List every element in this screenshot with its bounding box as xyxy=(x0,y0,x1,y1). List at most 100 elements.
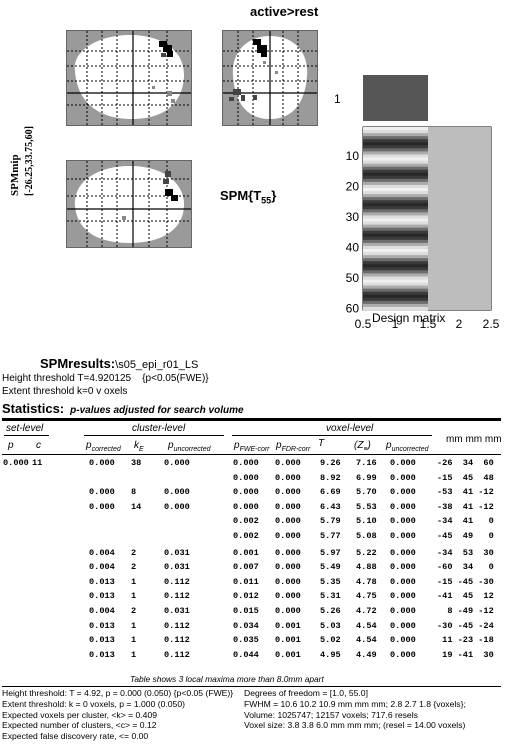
table-cell[interactable]: 5.35 xyxy=(320,576,341,587)
table-cell[interactable]: 4.78 xyxy=(356,576,377,587)
table-cell[interactable]: 0.000 xyxy=(275,487,301,498)
table-cell[interactable]: 4.88 xyxy=(356,562,377,573)
table-cell: 0.112 xyxy=(164,649,190,660)
table-cell[interactable]: 5.97 xyxy=(320,547,341,558)
table-cell[interactable]: 0.000 xyxy=(390,531,416,541)
table-cell[interactable]: 5.77 xyxy=(320,531,341,541)
table-cell[interactable]: 0.000 xyxy=(275,472,301,483)
table-cell[interactable]: 0.000 xyxy=(233,501,259,512)
table-cell[interactable]: 0.000 xyxy=(390,516,416,527)
table-cell: 11 xyxy=(32,458,43,468)
table-cell[interactable]: 0.007 xyxy=(233,562,259,573)
table-cell[interactable]: 7.16 xyxy=(356,458,377,468)
table-cell[interactable]: 4.72 xyxy=(356,606,377,616)
table-cell[interactable]: -34 53 30 xyxy=(437,547,494,558)
table-cell[interactable]: -53 41 -12 xyxy=(437,487,494,498)
table-cell[interactable]: 0.001 xyxy=(275,649,301,660)
glass-brain-sagittal[interactable] xyxy=(66,30,192,126)
table-cell[interactable]: 4.49 xyxy=(356,649,377,660)
table-cell[interactable]: 0.000 xyxy=(390,635,416,646)
table-cell[interactable]: 0.000 xyxy=(275,606,301,616)
design-matrix-row xyxy=(363,279,428,283)
design-matrix-row xyxy=(363,130,428,134)
table-cell[interactable]: 5.70 xyxy=(356,487,377,498)
table-cell[interactable]: 5.49 xyxy=(320,562,341,573)
table-cell[interactable]: 0.001 xyxy=(233,547,259,558)
table-cell[interactable]: 0.000 xyxy=(275,501,301,512)
table-cell[interactable]: 0.000 xyxy=(390,606,416,616)
table-cell[interactable]: 0.000 xyxy=(275,516,301,527)
table-cell[interactable]: 0.000 xyxy=(390,501,416,512)
table-cell[interactable]: 0.001 xyxy=(275,620,301,631)
table-cell[interactable]: 8.92 xyxy=(320,472,341,483)
table-cell[interactable]: 0.000 xyxy=(390,487,416,498)
table-cell[interactable]: -60 34 0 xyxy=(437,562,494,573)
table-cell[interactable]: -45 49 0 xyxy=(437,531,494,541)
table-cell[interactable]: 0.000 xyxy=(275,547,301,558)
table-cell[interactable]: 0.002 xyxy=(233,516,259,527)
table-cell[interactable]: 0.012 xyxy=(233,591,259,602)
glass-brain-axial[interactable] xyxy=(66,160,192,248)
table-cell[interactable]: -26 34 60 xyxy=(437,458,494,468)
table-cell[interactable]: 6.43 xyxy=(320,501,341,512)
table-cell[interactable]: 4.75 xyxy=(356,591,377,602)
statistics-heading: Statistics: p-values adjusted for search … xyxy=(2,401,244,416)
table-cell[interactable]: 5.31 xyxy=(320,591,341,602)
table-cell[interactable]: 5.53 xyxy=(356,501,377,512)
table-cell[interactable]: 0.000 xyxy=(233,487,259,498)
table-cell[interactable]: 0.000 xyxy=(390,576,416,587)
table-cell[interactable]: 19 -41 30 xyxy=(437,649,494,660)
table-cell[interactable]: 0.001 xyxy=(275,635,301,646)
table-cell[interactable]: 0.000 xyxy=(390,472,416,483)
table-cell[interactable]: 0.011 xyxy=(233,576,259,587)
table-cell[interactable]: 0.000 xyxy=(390,562,416,573)
table-cell[interactable]: 0.044 xyxy=(233,649,259,660)
table-cell[interactable]: 5.26 xyxy=(320,606,341,616)
table-cell[interactable]: -41 45 12 xyxy=(437,591,494,602)
table-cell[interactable]: 0.000 xyxy=(275,576,301,587)
glass-brain-coronal[interactable] xyxy=(222,30,318,126)
table-cell[interactable]: 0.000 xyxy=(275,562,301,573)
table-cell[interactable]: 0.000 xyxy=(390,649,416,660)
table-cell[interactable]: 9.26 xyxy=(320,458,341,468)
table-cell[interactable]: 4.54 xyxy=(356,620,377,631)
table-cell[interactable]: -15 -45 -30 xyxy=(437,576,494,587)
design-matrix-constant xyxy=(428,127,491,310)
footer-left-line: Extent threshold: k = 0 voxels, p = 1.00… xyxy=(2,698,185,709)
table-cell[interactable]: 0.000 xyxy=(390,547,416,558)
table-cell[interactable]: 0.000 xyxy=(275,458,301,468)
table-cell[interactable]: 8 -49 -12 xyxy=(437,606,494,616)
table-cell[interactable]: -30 -45 -24 xyxy=(437,620,494,631)
col-p-corrected: pcorrected xyxy=(86,440,121,453)
table-cell[interactable]: 11 -23 -18 xyxy=(437,635,494,646)
table-cell[interactable]: 0.000 xyxy=(390,458,416,468)
table-cell[interactable]: 0.000 xyxy=(233,472,259,483)
table-cell[interactable]: -15 45 48 xyxy=(437,472,494,483)
table-cell[interactable]: 0.034 xyxy=(233,620,259,631)
table-cell: 8 xyxy=(131,487,137,498)
table-cell[interactable]: 0.000 xyxy=(390,620,416,631)
table-cell[interactable]: 0.000 xyxy=(390,591,416,602)
table-cell[interactable]: -38 41 -12 xyxy=(437,501,494,512)
table-cell[interactable]: 5.22 xyxy=(356,547,377,558)
table-cell[interactable]: 5.79 xyxy=(320,516,341,527)
table-cell[interactable]: 0.000 xyxy=(275,531,301,541)
design-matrix[interactable]: 1 10 20 30 40 50 60 0.5 1 1.5 2 2.5 xyxy=(326,70,504,332)
table-cell[interactable]: 5.10 xyxy=(356,516,377,527)
table-cell[interactable]: -34 41 0 xyxy=(437,516,494,527)
table-cell[interactable]: 4.95 xyxy=(320,649,341,660)
table-cell[interactable]: 6.69 xyxy=(320,487,341,498)
design-matrix-row xyxy=(363,215,428,219)
design-matrix-row xyxy=(363,239,428,244)
table-cell[interactable]: 5.03 xyxy=(320,620,341,631)
table-cell[interactable]: 5.02 xyxy=(320,635,341,646)
table-cell[interactable]: 5.08 xyxy=(356,531,377,541)
table-cell[interactable]: 0.000 xyxy=(275,591,301,602)
table-cell[interactable]: 6.99 xyxy=(356,472,377,483)
table-cell[interactable]: 4.54 xyxy=(356,635,377,646)
table-cell[interactable]: 0.000 xyxy=(233,458,259,468)
table-cell[interactable]: 0.035 xyxy=(233,635,259,646)
table-cell[interactable]: 0.015 xyxy=(233,606,259,616)
table-cell[interactable]: 0.002 xyxy=(233,531,259,541)
col-c: c xyxy=(36,440,41,451)
